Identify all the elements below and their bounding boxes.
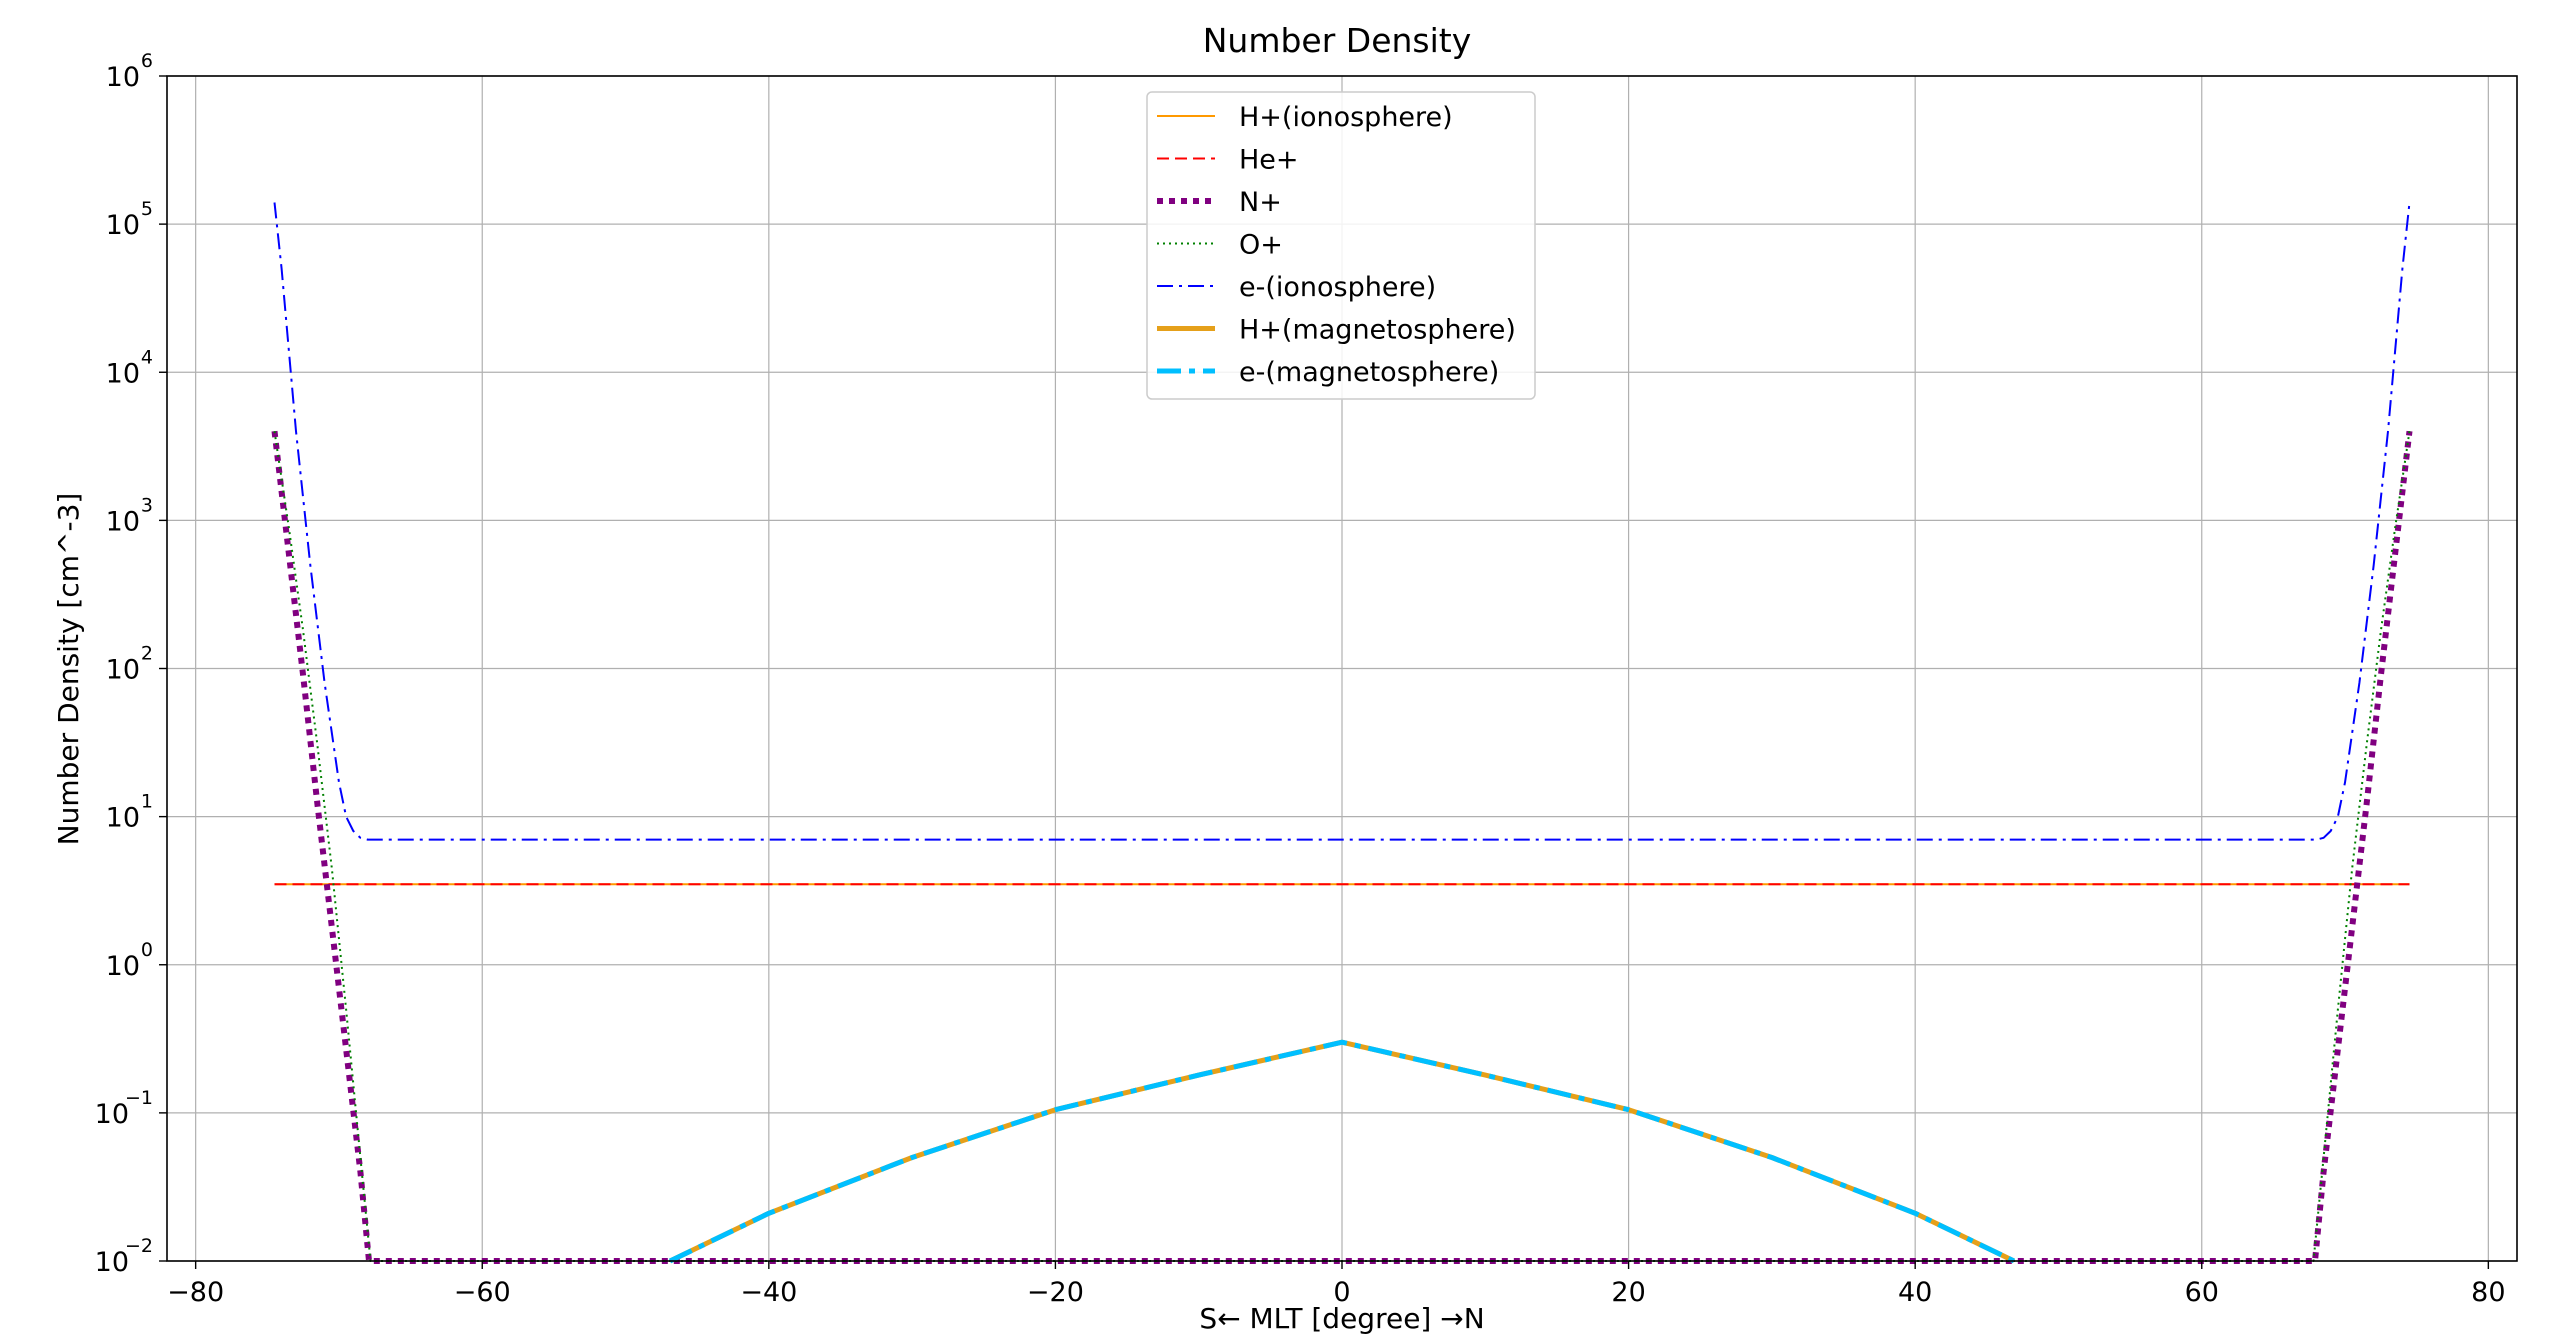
- legend-label: N+: [1239, 187, 1282, 218]
- legend-label: e-(magnetosphere): [1239, 357, 1499, 388]
- x-tick-label: 40: [1898, 1277, 1932, 1308]
- y-tick-label: 10: [106, 655, 140, 686]
- x-tick-label: −20: [1027, 1277, 1084, 1308]
- y-tick-exponent: 3: [141, 494, 153, 516]
- x-tick-label: −60: [454, 1277, 511, 1308]
- y-tick-exponent: 6: [141, 50, 153, 72]
- legend-label: e-(ionosphere): [1239, 272, 1436, 303]
- x-tick-label: 60: [2185, 1277, 2219, 1308]
- x-axis-ticks: −80 −60 −40 −20 0 20 40 60 80: [167, 1261, 2506, 1308]
- y-tick-label: 10: [106, 803, 140, 834]
- y-tick-label: 10: [106, 210, 140, 241]
- x-tick-label: 20: [1611, 1277, 1645, 1308]
- x-tick-label: −40: [740, 1277, 797, 1308]
- legend-box: [1146, 91, 1536, 400]
- legend-label: O+: [1239, 230, 1283, 261]
- legend-label: H+(magnetosphere): [1239, 315, 1516, 346]
- y-axis-label: Number Density [cm^-3]: [52, 493, 85, 846]
- x-tick-label: 0: [1333, 1277, 1350, 1308]
- series-line-e-ionosphere-: [273, 202, 2411, 841]
- y-tick-exponent: 1: [141, 791, 153, 813]
- y-tick-exponent: 0: [141, 939, 153, 961]
- y-tick-exponent: 5: [141, 198, 153, 220]
- y-tick-exponent: −2: [125, 1235, 153, 1257]
- legend-label: He+: [1239, 145, 1299, 176]
- series-line-n-: [271, 430, 2413, 1264]
- y-tick-exponent: 4: [141, 346, 153, 368]
- y-tick-label: 10: [95, 1247, 129, 1278]
- y-tick-label: 10: [106, 358, 140, 389]
- series-line-e-magnetosphere-: [668, 1039, 2016, 1264]
- y-tick-exponent: −1: [125, 1087, 153, 1109]
- x-tick-label: −80: [167, 1277, 224, 1308]
- y-tick-exponent: 2: [141, 643, 153, 665]
- chart-title: Number Density: [1203, 21, 1472, 60]
- y-tick-label: 10: [95, 1099, 129, 1130]
- legend: H+(ionosphere) He+ N+ O+ e-(ionosphere) H+(ma…: [1146, 91, 1536, 400]
- x-axis-label: S← MLT [degree] →N: [1199, 1302, 1484, 1335]
- y-tick-label: 10: [106, 951, 140, 982]
- legend-label: H+(ionosphere): [1239, 102, 1453, 133]
- y-tick-label: 10: [106, 62, 140, 93]
- y-tick-label: 10: [106, 506, 140, 537]
- x-tick-label: 80: [2471, 1277, 2505, 1308]
